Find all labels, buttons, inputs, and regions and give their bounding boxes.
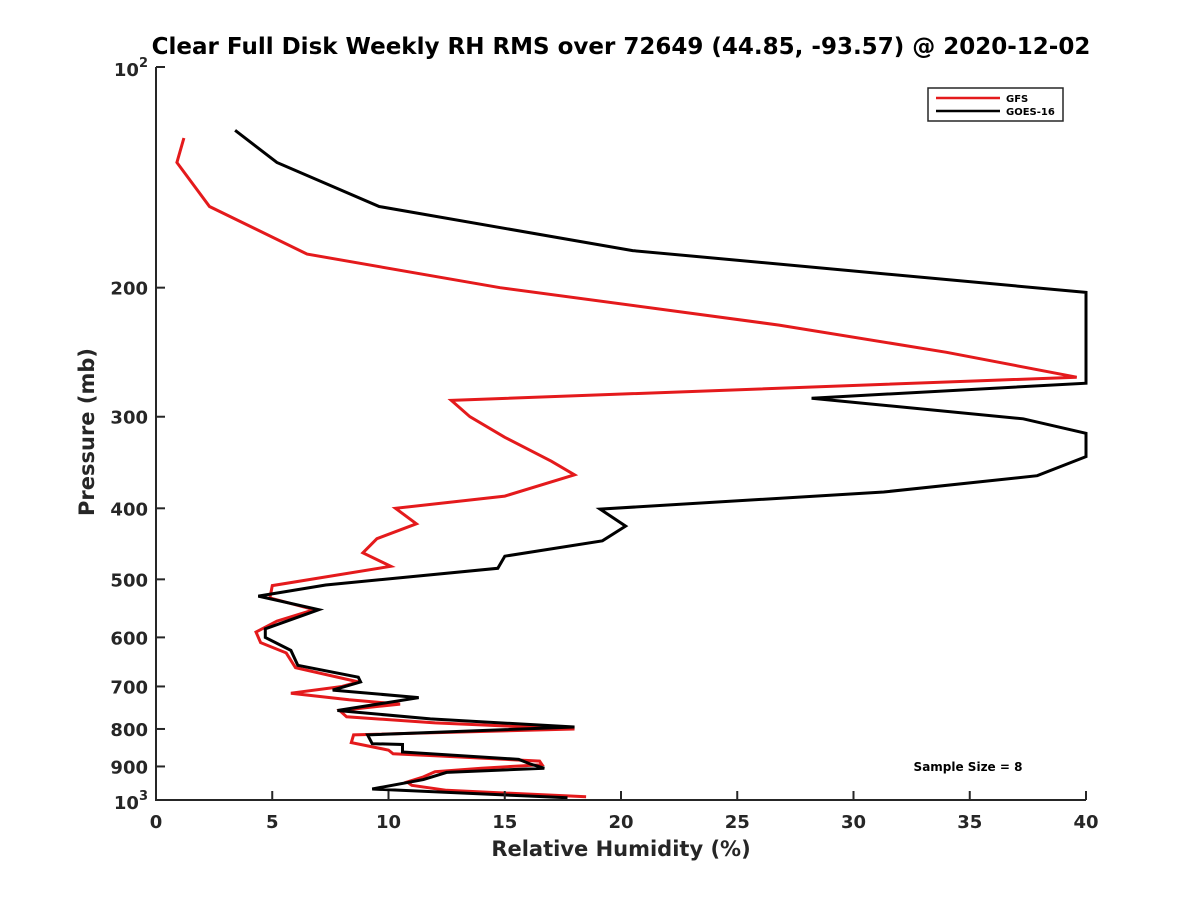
y-axis-label: Pressure (mb) — [75, 348, 99, 516]
series-line-goes-16 — [234, 129, 1088, 800]
x-tick-label: 30 — [841, 812, 866, 833]
series-layer — [175, 129, 1088, 800]
x-axis-label: Relative Humidity (%) — [491, 837, 750, 861]
legend-label-goes-16: GOES-16 — [1006, 107, 1055, 118]
y-tick-label: 200 — [110, 279, 148, 300]
x-tick-label: 0 — [150, 812, 163, 833]
y-tick-label: 700 — [110, 677, 148, 698]
x-axis-ticks: 0 5 10 15 20 25 30 35 40 — [150, 791, 1099, 833]
y-tick-label: 300 — [110, 408, 148, 429]
x-tick-label: 40 — [1073, 812, 1098, 833]
y-axis-ticks: 200 300 400 500 600 700 800 900 102 103 — [110, 56, 165, 814]
y-tick-label: 500 — [110, 570, 148, 591]
legend-box — [927, 87, 1064, 122]
y-tick-label: 900 — [110, 757, 148, 778]
plot-area: 0 5 10 15 20 25 30 35 40 200 300 400 500 600 700 800 90… — [110, 56, 1098, 833]
y-tick-label: 800 — [110, 720, 148, 741]
y-tick-label-power: 102 — [114, 56, 148, 81]
x-tick-label: 35 — [957, 812, 982, 833]
y-tick-label: 600 — [110, 628, 148, 649]
legend: GFS GOES-16 — [927, 87, 1064, 122]
x-tick-label: 15 — [492, 812, 517, 833]
x-tick-label: 10 — [376, 812, 401, 833]
legend-label-gfs: GFS — [1006, 94, 1028, 105]
x-tick-label: 20 — [608, 812, 633, 833]
x-tick-label: 5 — [266, 812, 279, 833]
sample-size-annotation: Sample Size = 8 — [914, 760, 1023, 774]
y-tick-label: 400 — [110, 499, 148, 520]
chart-title: Clear Full Disk Weekly RH RMS over 72649… — [152, 34, 1091, 60]
x-tick-label: 25 — [725, 812, 750, 833]
y-tick-label-power: 103 — [114, 789, 148, 814]
